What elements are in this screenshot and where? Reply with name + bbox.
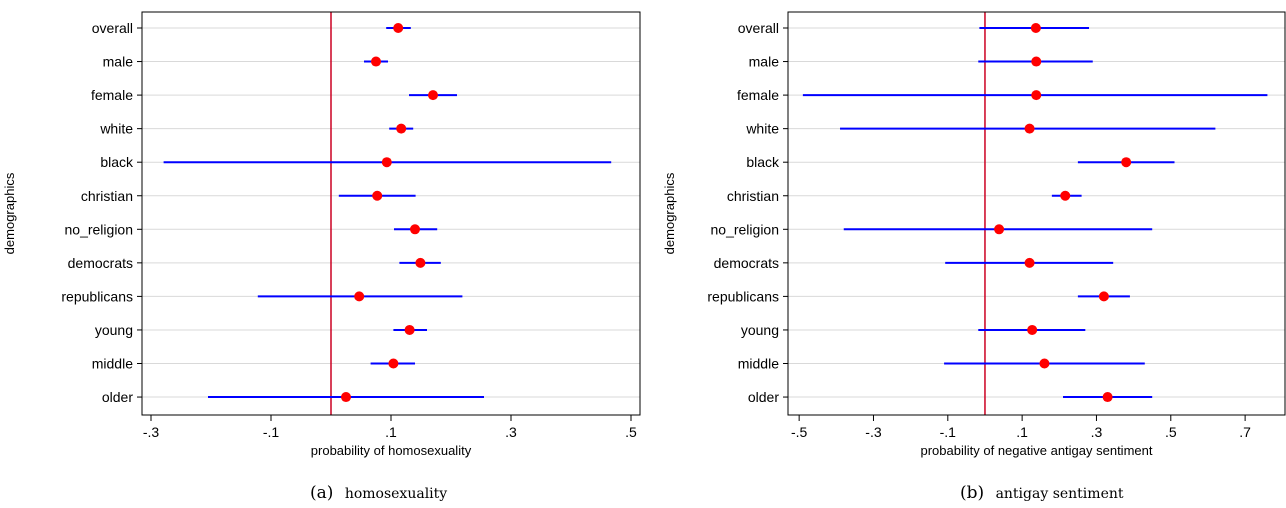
y-tick-label: white [99, 121, 133, 137]
caption-text: antigay sentiment [996, 486, 1124, 502]
point-estimate [354, 291, 365, 302]
point-estimate [415, 257, 426, 268]
x-tick-label: -.3 [143, 424, 160, 440]
y-axis: overall male female white black christian no_r… [61, 20, 142, 405]
gridlines [142, 27, 640, 398]
confidence-intervals [802, 27, 1268, 399]
point-estimate [1060, 190, 1071, 201]
y-tick-label: older [102, 389, 133, 405]
y-tick-label: democrats [68, 255, 133, 271]
point-estimate [396, 123, 407, 134]
point-estimates [341, 23, 438, 403]
x-axis-title: probability of negative antigay sentimen… [921, 443, 1153, 458]
x-tick-label: .1 [1016, 424, 1028, 440]
y-tick-label: black [746, 154, 780, 170]
x-tick-label: -.1 [940, 424, 957, 440]
y-tick-label: young [741, 322, 779, 338]
y-tick-label: middle [738, 356, 779, 372]
y-tick-label: older [748, 389, 779, 405]
x-tick-label: -.5 [791, 424, 808, 440]
x-tick-label: .7 [1239, 424, 1251, 440]
y-tick-label: female [737, 87, 779, 103]
x-axis: -.3 -.1 .1 .3 .5 [143, 415, 637, 440]
x-tick-label: .5 [1165, 424, 1177, 440]
confidence-intervals [163, 27, 612, 399]
point-estimate [1031, 56, 1042, 67]
x-tick-label: .5 [625, 424, 637, 440]
point-estimate [372, 190, 383, 201]
panel-caption: (b) antigay sentiment [960, 483, 1124, 503]
gridlines [788, 27, 1285, 398]
caption-text: homosexuality [345, 486, 447, 502]
y-tick-label: no_religion [711, 221, 780, 237]
x-tick-label: -.1 [263, 424, 280, 440]
plot-frame [787, 11, 1286, 416]
panel-homosexuality: overall male female white black christian no_r… [2, 11, 641, 503]
y-tick-label: no_religion [65, 221, 134, 237]
y-tick-label: female [91, 87, 133, 103]
y-axis-title: demographics [662, 172, 677, 254]
point-estimate [1102, 392, 1113, 403]
y-tick-label: white [745, 121, 779, 137]
point-estimate [410, 224, 420, 235]
y-tick-label: christian [81, 188, 133, 204]
point-estimate [1121, 157, 1132, 168]
y-tick-label: overall [92, 20, 133, 36]
y-tick-label: republicans [707, 288, 779, 304]
point-estimate [1030, 23, 1041, 33]
point-estimate [1031, 90, 1042, 101]
point-estimate [994, 224, 1005, 235]
point-estimate [1024, 123, 1035, 134]
y-tick-label: democrats [714, 255, 779, 271]
point-estimate [341, 392, 351, 403]
caption-label: (a) [310, 483, 333, 503]
point-estimate [371, 56, 381, 67]
y-tick-label: overall [738, 20, 779, 36]
x-tick-label: -.3 [865, 424, 882, 440]
y-tick-label: male [103, 54, 134, 70]
plot-frame [141, 11, 641, 416]
y-axis: overall male female white black christian no_r… [707, 20, 788, 405]
point-estimate [1024, 257, 1035, 268]
point-estimate [381, 157, 392, 168]
caption-label: (b) [960, 483, 984, 503]
point-estimate [388, 358, 399, 369]
panel-antigay-sentiment: overall male female white black christian no_r… [662, 11, 1286, 503]
panel-caption: (a) homosexuality [310, 483, 447, 503]
x-tick-label: .3 [505, 424, 517, 440]
point-estimates [994, 23, 1132, 403]
point-estimate [404, 324, 415, 335]
point-estimate [1039, 358, 1050, 369]
point-estimate [1098, 291, 1109, 302]
x-axis-title: probability of homosexuality [311, 443, 472, 458]
point-estimate [393, 23, 404, 33]
point-estimate [428, 90, 438, 101]
point-estimate [1027, 324, 1038, 335]
y-tick-label: middle [92, 356, 133, 372]
x-tick-label: .3 [1091, 424, 1103, 440]
y-tick-label: republicans [61, 288, 133, 304]
x-tick-label: .1 [385, 424, 397, 440]
y-tick-label: black [100, 154, 134, 170]
x-axis: -.5 -.3 -.1 .1 .3 .5 .7 [791, 415, 1251, 440]
y-tick-label: christian [727, 188, 779, 204]
y-axis-title: demographics [2, 172, 17, 254]
y-tick-label: young [95, 322, 133, 338]
y-tick-label: male [749, 54, 780, 70]
